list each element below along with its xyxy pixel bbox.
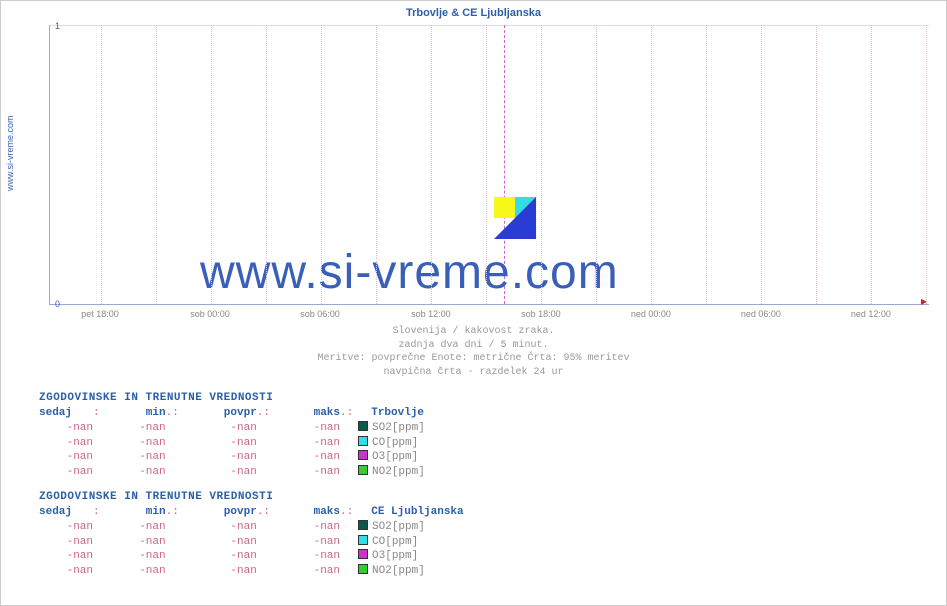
table-block: ZGODOVINSKE IN TRENUTNE VREDNOSTIsedaj:m…: [39, 391, 464, 480]
grid-v: [706, 25, 707, 304]
legend-swatch: [358, 450, 368, 460]
subtitle-line: zadnja dva dni / 5 minut.: [1, 339, 946, 353]
grid-v: [871, 25, 872, 304]
table-row: -nan -nan -nan -nanNO2[ppm]: [39, 465, 464, 480]
grid-v: [156, 25, 157, 304]
grid-v: [926, 25, 927, 304]
legend-swatch: [358, 564, 368, 574]
legend-swatch: [358, 535, 368, 545]
table-row: -nan -nan -nan -nanO3[ppm]: [39, 549, 464, 564]
x-tick-label: ned 12:00: [831, 309, 911, 319]
legend-swatch: [358, 520, 368, 530]
watermark-text: www.si-vreme.com: [200, 245, 619, 300]
grid-v: [376, 25, 377, 304]
table-header-row: sedaj:min.:povpr.:maks.:CE Ljubljanska: [39, 505, 464, 520]
site-url-vertical: www.si-vreme.com: [5, 115, 15, 191]
grid-v: [816, 25, 817, 304]
grid-v: [596, 25, 597, 304]
param-label: SO2[ppm]: [372, 521, 425, 533]
grid-v: [321, 25, 322, 304]
x-tick-label: sob 06:00: [280, 309, 360, 319]
grid-v: [761, 25, 762, 304]
chart-title: Trbovlje & CE Ljubljanska: [1, 7, 946, 19]
legend-swatch: [358, 549, 368, 559]
legend-swatch: [358, 465, 368, 475]
param-label: SO2[ppm]: [372, 422, 425, 434]
table-row: -nan -nan -nan -nanSO2[ppm]: [39, 421, 464, 436]
x-tick-label: pet 18:00: [60, 309, 140, 319]
table-row: -nan -nan -nan -nanNO2[ppm]: [39, 564, 464, 579]
table-row: -nan -nan -nan -nanCO[ppm]: [39, 436, 464, 451]
grid-v: [266, 25, 267, 304]
grid-v: [486, 25, 487, 304]
x-tick-label: ned 00:00: [611, 309, 691, 319]
x-tick-label: sob 18:00: [501, 309, 581, 319]
param-label: O3[ppm]: [372, 550, 418, 562]
param-label: CO[ppm]: [372, 437, 418, 449]
table-title: ZGODOVINSKE IN TRENUTNE VREDNOSTI: [39, 490, 464, 505]
grid-v: [651, 25, 652, 304]
legend-swatch: [358, 421, 368, 431]
chart-plot-area: ▸ www.si-vreme.com: [49, 25, 929, 305]
param-label: NO2[ppm]: [372, 565, 425, 577]
table-row: -nan -nan -nan -nanCO[ppm]: [39, 535, 464, 550]
subtitle-line: Slovenija / kakovost zraka.: [1, 325, 946, 339]
grid-v: [431, 25, 432, 304]
y-tick-0: 0: [42, 299, 60, 309]
table-block: ZGODOVINSKE IN TRENUTNE VREDNOSTIsedaj:m…: [39, 490, 464, 579]
subtitle-line: navpična črta - razdelek 24 ur: [1, 366, 946, 380]
legend-swatch: [358, 436, 368, 446]
data-tables: ZGODOVINSKE IN TRENUTNE VREDNOSTIsedaj:m…: [39, 391, 464, 589]
y-tick-1: 1: [42, 21, 60, 31]
chart-subtitle-block: Slovenija / kakovost zraka. zadnja dva d…: [1, 325, 946, 379]
x-tick-label: ned 06:00: [721, 309, 801, 319]
site-logo: [494, 197, 536, 239]
table-title: ZGODOVINSKE IN TRENUTNE VREDNOSTI: [39, 391, 464, 406]
table-header-row: sedaj:min.:povpr.:maks.:Trbovlje: [39, 406, 464, 421]
x-tick-label: sob 00:00: [170, 309, 250, 319]
table-row: -nan -nan -nan -nanSO2[ppm]: [39, 520, 464, 535]
param-label: NO2[ppm]: [372, 466, 425, 478]
x-tick-label: sob 12:00: [391, 309, 471, 319]
subtitle-line: Meritve: povprečne Enote: metrične Črta:…: [1, 352, 946, 366]
param-label: CO[ppm]: [372, 536, 418, 548]
table-row: -nan -nan -nan -nanO3[ppm]: [39, 450, 464, 465]
param-label: O3[ppm]: [372, 451, 418, 463]
grid-v: [211, 25, 212, 304]
grid-v: [101, 25, 102, 304]
grid-v: [541, 25, 542, 304]
